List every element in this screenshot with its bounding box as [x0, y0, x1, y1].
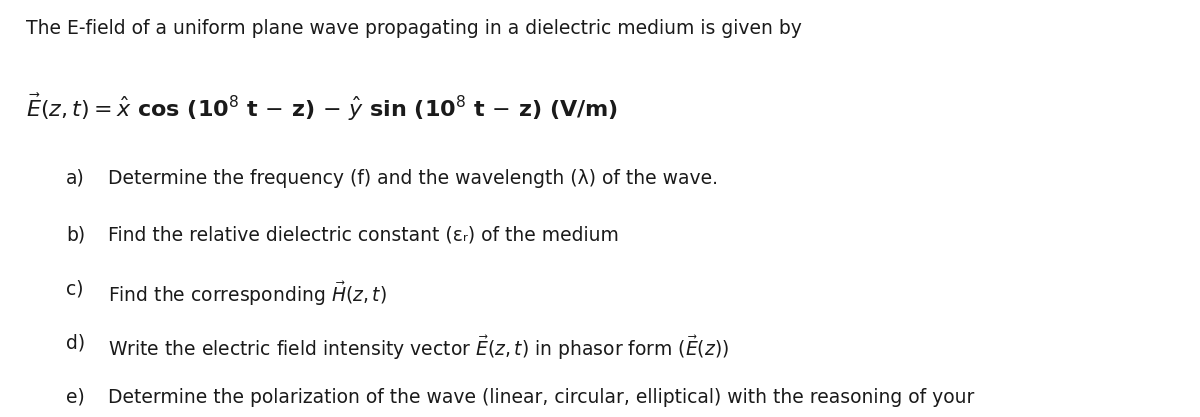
Text: d): d): [66, 334, 85, 353]
Text: Find the relative dielectric constant (εᵣ) of the medium: Find the relative dielectric constant (ε…: [108, 225, 619, 244]
Text: Determine the polarization of the wave (linear, circular, elliptical) with the r: Determine the polarization of the wave (…: [108, 388, 974, 407]
Text: The E-field of a uniform plane wave propagating in a dielectric medium is given : The E-field of a uniform plane wave prop…: [26, 19, 803, 38]
Text: b): b): [66, 225, 85, 244]
Text: $\vec{E}(z,t) = \hat{x}$ cos (10$^8$ t $-$ z) $-$ $\hat{y}$ sin (10$^8$ t $-$ z): $\vec{E}(z,t) = \hat{x}$ cos (10$^8$ t $…: [26, 92, 618, 123]
Text: Find the corresponding $\vec{H}(z,t)$: Find the corresponding $\vec{H}(z,t)$: [108, 279, 386, 308]
Text: Write the electric field intensity vector $\vec{E}(z,t)$ in phasor form ($\vec{E: Write the electric field intensity vecto…: [108, 334, 730, 362]
Text: a): a): [66, 169, 85, 188]
Text: Determine the frequency (f) and the wavelength (λ) of the wave.: Determine the frequency (f) and the wave…: [108, 169, 718, 188]
Text: c): c): [66, 279, 84, 299]
Text: e): e): [66, 388, 85, 407]
